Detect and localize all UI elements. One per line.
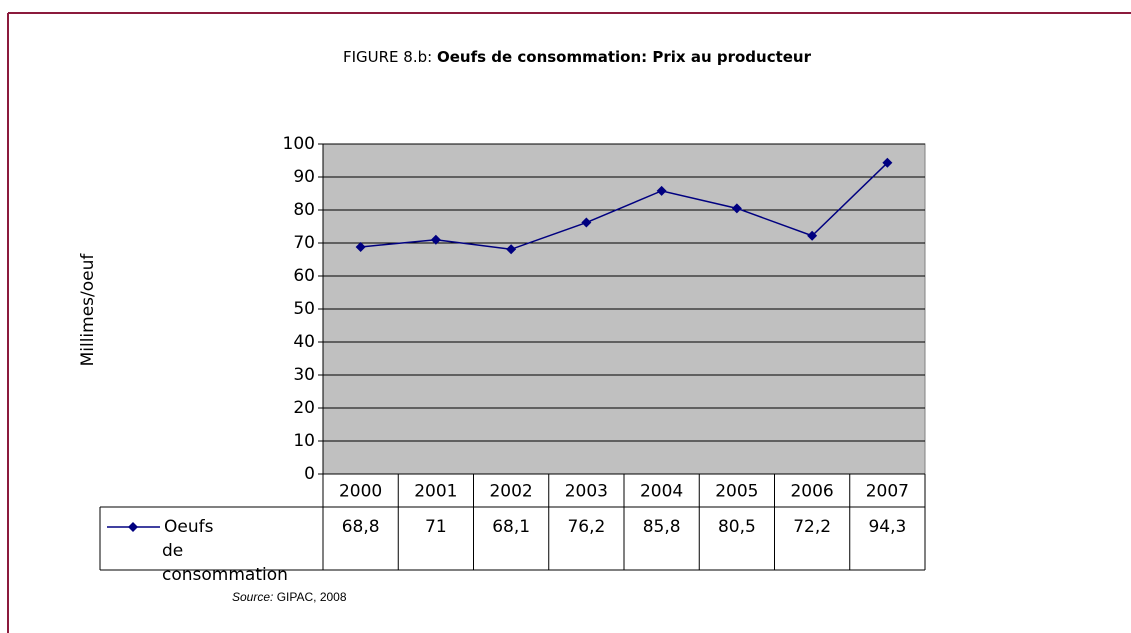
x-tick-label: 2002 <box>489 482 532 502</box>
source-label: Source: <box>232 590 273 604</box>
data-point <box>882 157 893 168</box>
data-point <box>807 230 818 241</box>
x-tick-label: 2001 <box>414 482 457 502</box>
y-tick-label: 20 <box>293 398 315 418</box>
source-text: GIPAC, 2008 <box>277 590 347 604</box>
data-table-value: 80,5 <box>718 517 756 537</box>
y-tick-label: 0 <box>304 464 315 484</box>
y-tick-label: 60 <box>293 266 315 286</box>
data-point <box>506 244 517 255</box>
title: Oeufs de consommation: Prix au producteu… <box>437 48 812 66</box>
x-tick-label: 2004 <box>640 482 683 502</box>
data-table-value: 68,8 <box>342 517 380 537</box>
y-axis-label: Millimes/oeuf <box>78 253 98 367</box>
y-tick-label: 80 <box>293 200 315 220</box>
data-point <box>581 217 592 228</box>
y-tick-label: 10 <box>293 431 315 451</box>
series-line <box>360 162 888 251</box>
x-tick-label: 2000 <box>339 482 382 502</box>
x-tick-label: 2003 <box>565 482 608 502</box>
data-table-value: 68,1 <box>492 517 530 537</box>
data-table-value: 76,2 <box>567 517 605 537</box>
y-tick-label: 70 <box>293 233 315 253</box>
data-table-value: 94,3 <box>868 517 906 537</box>
y-tick-label: 40 <box>293 332 315 352</box>
data-point <box>355 241 366 252</box>
data-point <box>656 185 667 196</box>
y-tick-label: 90 <box>293 167 315 187</box>
legend-marker <box>128 522 138 532</box>
x-tick-label: 2006 <box>790 482 833 502</box>
data-table-value: 71 <box>425 517 447 537</box>
y-tick-label: 50 <box>293 299 315 319</box>
data-point <box>731 203 742 214</box>
y-tick-label: 100 <box>283 134 315 154</box>
chart-title: FIGURE 8.b: Oeufs de consommation: Prix … <box>343 48 812 66</box>
data-table-value: 85,8 <box>643 517 681 537</box>
data-point <box>430 234 441 245</box>
data-table-value: 72,2 <box>793 517 831 537</box>
x-tick-label: 2007 <box>866 482 909 502</box>
source: Source: GIPAC, 2008 <box>232 590 347 604</box>
figure-label: FIGURE 8.b: <box>343 48 432 66</box>
x-tick-label: 2005 <box>715 482 758 502</box>
legend-label: Oeufs de consommation <box>162 517 288 585</box>
y-tick-label: 30 <box>293 365 315 385</box>
